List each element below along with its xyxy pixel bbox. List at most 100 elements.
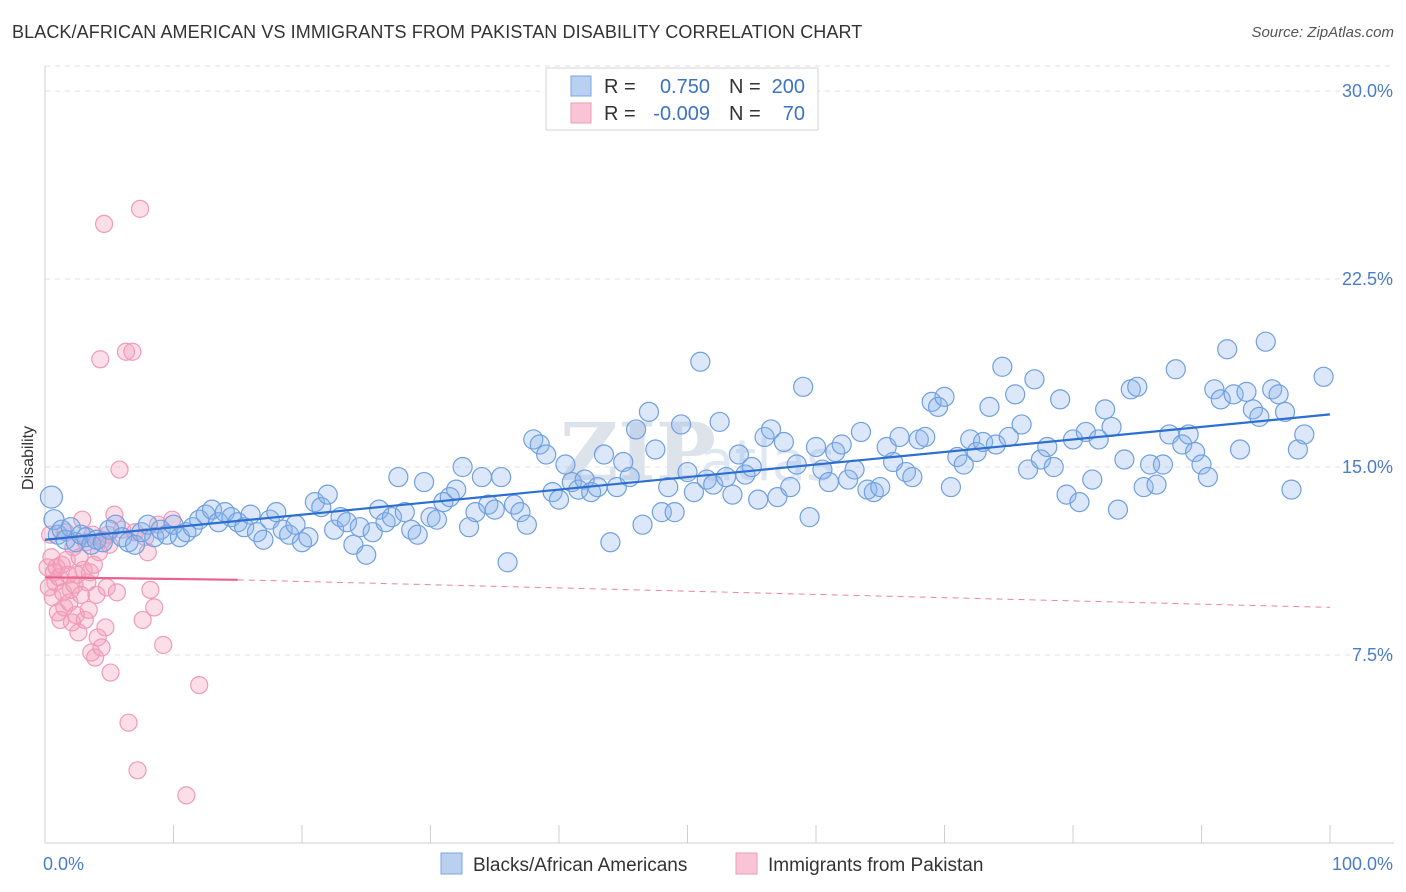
- blue-point: [1069, 492, 1090, 513]
- pink-point: [105, 505, 124, 524]
- correlation-legend: R = 0.750 N = 200 R = -0.009 N = 70: [545, 67, 819, 131]
- blue-point: [645, 439, 666, 460]
- blue-point: [324, 519, 345, 540]
- legend-r-label-1: R =: [604, 76, 636, 98]
- blue-point: [349, 517, 370, 538]
- series-legend-swatch-blue: [440, 852, 463, 875]
- blue-point: [831, 434, 852, 455]
- blue-point: [1146, 474, 1167, 495]
- blue-point: [497, 552, 518, 573]
- blue-point: [992, 356, 1013, 377]
- blue-point: [1313, 366, 1334, 387]
- legend-n-value-1: 200: [772, 76, 805, 98]
- blue-point: [1056, 484, 1077, 505]
- blue-point: [1204, 379, 1225, 400]
- legend-n-label-2: N =: [729, 103, 761, 125]
- blue-point: [1152, 454, 1174, 475]
- pink-point: [42, 548, 61, 567]
- legend-n-value-2: 70: [783, 103, 805, 125]
- blue-trend-line: [44, 413, 1331, 541]
- blue-point: [1172, 434, 1193, 455]
- blue-point: [1268, 384, 1289, 405]
- blue-point: [452, 456, 473, 478]
- y-tick-label-1: 15.0%: [1342, 457, 1393, 477]
- pink-point: [75, 610, 94, 630]
- blue-point: [613, 451, 634, 473]
- blue-point: [548, 489, 570, 510]
- blue-point: [555, 454, 576, 475]
- pink-trend-line: [44, 576, 238, 581]
- blue-point: [793, 376, 814, 397]
- pink-point: [119, 713, 138, 732]
- legend-n-label-1: N =: [729, 76, 761, 98]
- blue-point: [1236, 381, 1257, 402]
- blue-point: [1197, 466, 1219, 488]
- blue-point: [664, 502, 685, 523]
- y-tick-label-0: 7.5%: [1352, 645, 1393, 665]
- blue-point: [889, 426, 910, 448]
- pink-point: [133, 610, 152, 630]
- blue-point: [632, 514, 653, 535]
- blue-point: [1095, 399, 1116, 420]
- blue-point: [1191, 454, 1212, 475]
- blue-point: [1229, 439, 1251, 460]
- blue-point: [426, 509, 448, 530]
- blue-point: [902, 466, 923, 488]
- y-tick-labels: 7.5% 15.0% 22.5% 30.0%: [1342, 81, 1393, 665]
- pink-point: [130, 199, 150, 218]
- blue-point: [394, 502, 415, 523]
- blue-point: [336, 512, 358, 533]
- blue-point: [317, 484, 338, 505]
- blue-point: [446, 479, 467, 500]
- blue-point: [1107, 499, 1129, 520]
- y-axis-label: Disability: [20, 426, 37, 490]
- blue-point: [690, 351, 711, 372]
- pink-point: [110, 460, 129, 479]
- blue-point: [413, 471, 435, 493]
- blue-point: [625, 419, 647, 440]
- blue-point: [1223, 384, 1244, 405]
- blue-point: [940, 476, 962, 498]
- pink-point: [92, 638, 111, 657]
- blue-point: [741, 456, 762, 478]
- blue-point: [1294, 424, 1315, 445]
- blue-point: [253, 529, 274, 550]
- source-label: Source: ZipAtlas.com: [1251, 24, 1394, 41]
- series-legend: Blacks/African Americans Immigrants from…: [440, 852, 983, 876]
- blue-point: [1274, 401, 1296, 422]
- pink-trend-line-extension: [237, 579, 1331, 608]
- blue-point: [850, 421, 872, 443]
- pink-point: [79, 600, 98, 620]
- blue-point: [1101, 416, 1122, 438]
- pink-point: [123, 342, 142, 361]
- blue-point: [780, 476, 801, 498]
- blue-point: [683, 481, 705, 503]
- blue-point: [1184, 441, 1206, 463]
- blue-point: [1165, 359, 1186, 380]
- blue-point: [1287, 439, 1308, 460]
- blue-point: [369, 499, 390, 520]
- blue-point: [966, 441, 987, 463]
- axes: [44, 66, 1394, 844]
- blue-point: [1088, 429, 1109, 450]
- pink-point: [116, 342, 136, 361]
- blue-point: [1030, 449, 1051, 470]
- pink-point: [91, 350, 110, 369]
- blue-point: [722, 484, 743, 505]
- legend-r-label-2: R =: [604, 103, 636, 125]
- blue-point: [805, 436, 827, 458]
- blue-point: [1082, 469, 1103, 490]
- blue-point: [201, 499, 223, 520]
- y-tick-label-3: 30.0%: [1342, 81, 1393, 101]
- blue-point: [105, 514, 126, 535]
- trend-lines: [44, 413, 1331, 608]
- blue-point: [786, 454, 807, 475]
- blue-point: [529, 434, 550, 455]
- blue-point: [670, 414, 692, 435]
- blue-point: [1127, 376, 1148, 397]
- pink-point: [101, 663, 120, 682]
- blue-point: [658, 476, 679, 498]
- blue-point: [1133, 476, 1154, 498]
- pink-point: [95, 214, 114, 234]
